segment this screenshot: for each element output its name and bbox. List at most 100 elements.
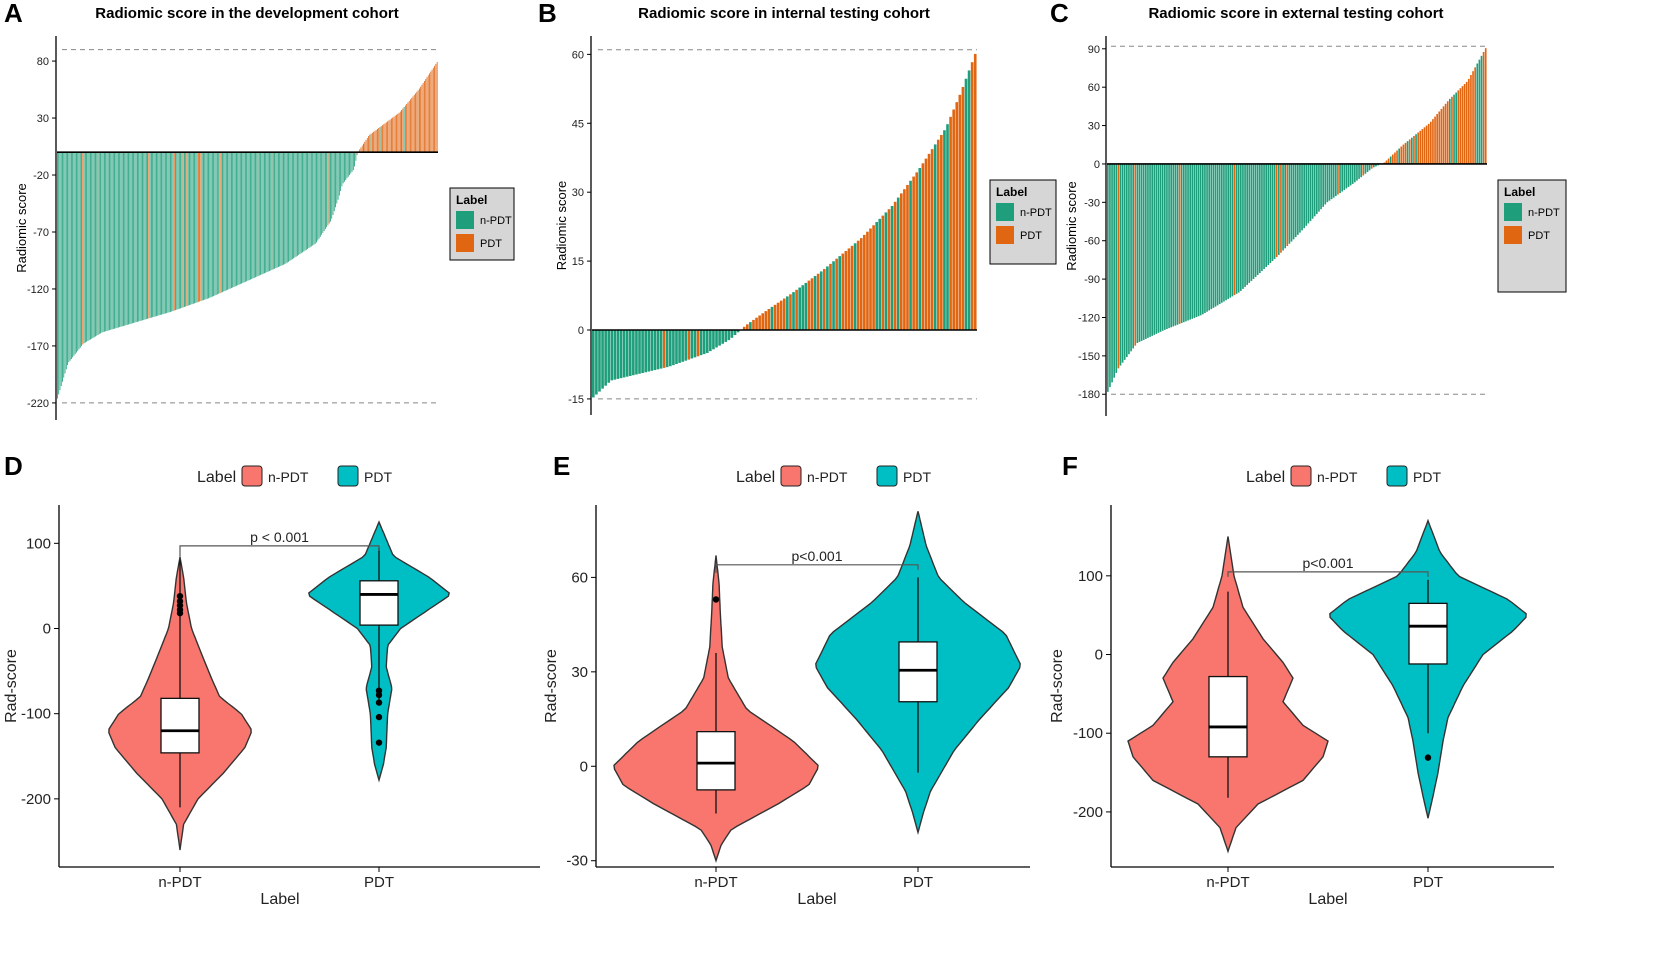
- bar: [1151, 163, 1153, 336]
- bar: [135, 152, 137, 323]
- chart-title: Radiomic score in the development cohort: [95, 5, 398, 22]
- bar: [168, 152, 170, 313]
- legend-title: Label: [456, 193, 487, 207]
- bar: [116, 152, 118, 328]
- bar: [1183, 163, 1185, 323]
- bar: [106, 152, 108, 331]
- legend-swatch: [456, 211, 474, 229]
- panel-letter: D: [4, 451, 23, 481]
- bar: [203, 152, 204, 301]
- bar: [172, 152, 174, 312]
- bar: [415, 93, 416, 153]
- bar: [276, 152, 278, 268]
- bar: [346, 152, 348, 179]
- legend: Label n-PDT PDT: [736, 465, 931, 487]
- bar: [949, 116, 952, 331]
- bar: [337, 152, 339, 200]
- y-tick-label: 90: [1088, 44, 1100, 56]
- bar: [190, 152, 192, 305]
- bar: [185, 152, 187, 307]
- bar: [856, 240, 860, 331]
- bar: [915, 172, 919, 331]
- bar: [371, 132, 373, 153]
- bar: [875, 222, 878, 331]
- bar: [1155, 163, 1158, 334]
- bar: [1235, 163, 1238, 294]
- bar: [1290, 163, 1293, 242]
- bar: [204, 152, 206, 300]
- group-pdt: [1329, 518, 1527, 819]
- bar: [181, 152, 183, 308]
- bar: [67, 152, 68, 366]
- bar: [1335, 163, 1337, 197]
- bar: [967, 70, 971, 331]
- bar: [417, 90, 419, 153]
- bar: [175, 152, 176, 311]
- bar: [81, 152, 82, 347]
- legend-title: Label: [197, 469, 236, 486]
- bar: [95, 152, 96, 337]
- bar: [884, 212, 888, 331]
- bar: [93, 152, 95, 338]
- bar: [635, 330, 638, 375]
- bar: [342, 152, 344, 184]
- bar: [844, 251, 848, 331]
- bar: [675, 330, 678, 365]
- legend-swatch: [337, 465, 359, 487]
- bar: [669, 330, 672, 367]
- bar: [288, 152, 289, 262]
- bar: [140, 152, 142, 321]
- bar: [434, 65, 436, 153]
- bar: [1174, 163, 1177, 326]
- bar: [411, 97, 413, 153]
- bar: [335, 152, 336, 208]
- bar: [1132, 163, 1134, 349]
- bar: [326, 152, 328, 228]
- outlier-point: [712, 596, 720, 603]
- bar: [78, 152, 80, 350]
- bar: [361, 145, 363, 153]
- panel-f: F Label n-PDT PDT p<0.001 100 0 -100 -200 n-PDT PD…: [1049, 451, 1554, 908]
- bars: [57, 62, 438, 399]
- bar: [887, 209, 891, 331]
- bar: [189, 152, 190, 306]
- bar: [76, 152, 77, 353]
- bar: [58, 152, 60, 395]
- bar: [265, 152, 267, 273]
- bar: [269, 152, 270, 272]
- bar: [613, 330, 617, 380]
- bar: [84, 152, 86, 343]
- legend-swatch: [241, 465, 263, 487]
- outlier-point: [176, 592, 184, 600]
- bar: [1216, 163, 1219, 306]
- bar: [878, 218, 882, 331]
- bar: [393, 116, 395, 153]
- bar: [1278, 163, 1280, 255]
- bar: [958, 94, 962, 331]
- bar: [718, 330, 721, 346]
- bar: [298, 152, 300, 255]
- bar: [233, 152, 235, 287]
- bar: [1246, 163, 1248, 285]
- bar: [715, 330, 718, 348]
- bar: [251, 152, 253, 279]
- bar: [761, 313, 765, 331]
- bar: [384, 123, 386, 153]
- p-value-label: p<0.001: [792, 548, 843, 564]
- bar: [1360, 163, 1362, 178]
- bar: [1453, 94, 1455, 164]
- bar: [194, 152, 195, 304]
- bar: [1476, 63, 1479, 164]
- bar: [86, 152, 88, 342]
- bar: [1451, 96, 1453, 164]
- y-tick-label: 100: [1078, 568, 1103, 585]
- bar: [398, 112, 400, 153]
- bar: [280, 152, 282, 266]
- y-tick-label: 0: [578, 325, 584, 337]
- bar: [1320, 163, 1322, 210]
- bar: [164, 152, 166, 314]
- bar: [1413, 135, 1415, 164]
- bar: [909, 180, 912, 331]
- panel-letter: A: [4, 0, 23, 28]
